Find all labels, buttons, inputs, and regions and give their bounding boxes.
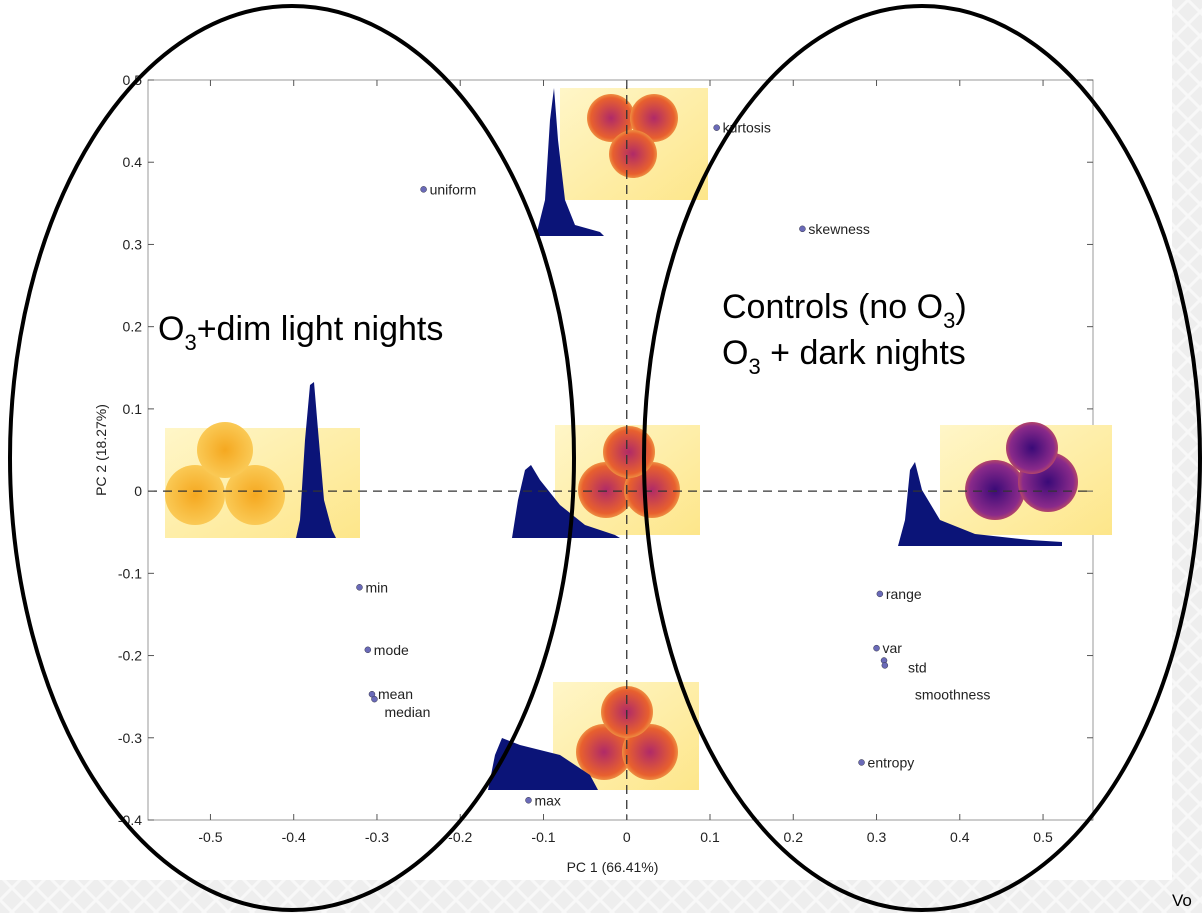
- annotation-text: +dim light nights: [197, 310, 444, 348]
- x-tick-label: -0.5: [198, 829, 222, 845]
- y-tick-label: 0.2: [123, 319, 143, 335]
- y-tick-label: 0.3: [123, 236, 143, 252]
- y-tick-label: 0.4: [123, 154, 143, 170]
- point-label: uniform: [430, 181, 477, 197]
- x-axis-label: PC 1 (66.41%): [567, 859, 659, 875]
- leaf: [965, 422, 1078, 520]
- point: [713, 124, 720, 131]
- point-label: mean: [378, 686, 413, 702]
- x-tick-label: -0.1: [531, 829, 555, 845]
- point-label: var: [883, 640, 903, 656]
- annotation-text: ): [955, 288, 966, 326]
- point: [356, 584, 363, 591]
- y-tick-label: -0.3: [118, 730, 142, 746]
- point-label: skewness: [808, 221, 869, 237]
- histogram: [536, 88, 604, 236]
- x-tick-label: -0.3: [365, 829, 389, 845]
- point-label: mode: [374, 642, 409, 658]
- x-tick-label: 0.1: [700, 829, 720, 845]
- histogram: [512, 465, 620, 538]
- y-tick-label: -0.2: [118, 648, 142, 664]
- group-ellipse: [642, 4, 1202, 912]
- x-tick-label: 0.5: [1033, 829, 1053, 845]
- x-tick-label: 0.3: [867, 829, 887, 845]
- subscript: 3: [184, 330, 196, 355]
- histogram: [488, 738, 598, 790]
- subscript: 3: [748, 354, 760, 379]
- x-tick-label: 0: [623, 829, 631, 845]
- point-label: smoothness: [915, 686, 990, 702]
- annotation-text: Controls (no O: [722, 288, 943, 326]
- x-tick-label: 0.4: [950, 829, 970, 845]
- subscript: 3: [943, 308, 955, 333]
- point: [881, 662, 889, 669]
- y-tick-label: 0: [134, 483, 142, 499]
- annotation: O3+dim light nights: [158, 310, 443, 355]
- annotation: Controls (no O3): [722, 288, 967, 333]
- point-label: min: [365, 579, 388, 595]
- point-label: median: [384, 704, 430, 720]
- y-tick-label: 0.5: [123, 72, 143, 88]
- group-ellipse: [8, 4, 576, 912]
- y-axis-label: PC 2 (18.27%): [93, 404, 109, 496]
- annotation-text: O: [158, 310, 184, 348]
- point: [858, 759, 865, 766]
- point: [525, 797, 532, 804]
- histogram: [898, 462, 1062, 546]
- leaf: [578, 426, 680, 518]
- x-tick-label: -0.4: [282, 829, 306, 845]
- point-label: std: [908, 659, 927, 675]
- y-tick-label: 0.1: [123, 401, 143, 417]
- y-tick-label: -0.1: [118, 565, 142, 581]
- annotation: O3 + dark nights: [722, 334, 966, 379]
- point-label: max: [534, 792, 560, 808]
- leaf: [165, 422, 285, 525]
- point: [799, 225, 806, 233]
- x-tick-label: 0.2: [784, 829, 804, 845]
- annotation-text: + dark nights: [761, 334, 966, 372]
- point-label: entropy: [868, 754, 915, 770]
- leaf: [587, 94, 678, 178]
- x-tick-label: -0.2: [448, 829, 472, 845]
- point: [876, 590, 884, 598]
- point: [420, 186, 427, 193]
- corner-text: Vo: [1172, 891, 1192, 910]
- point: [364, 646, 372, 654]
- insets: [165, 88, 1112, 790]
- point: [873, 644, 880, 652]
- annotation-text: O: [722, 334, 748, 372]
- point: [371, 695, 378, 703]
- point-label: range: [886, 586, 922, 602]
- histogram: [296, 382, 336, 538]
